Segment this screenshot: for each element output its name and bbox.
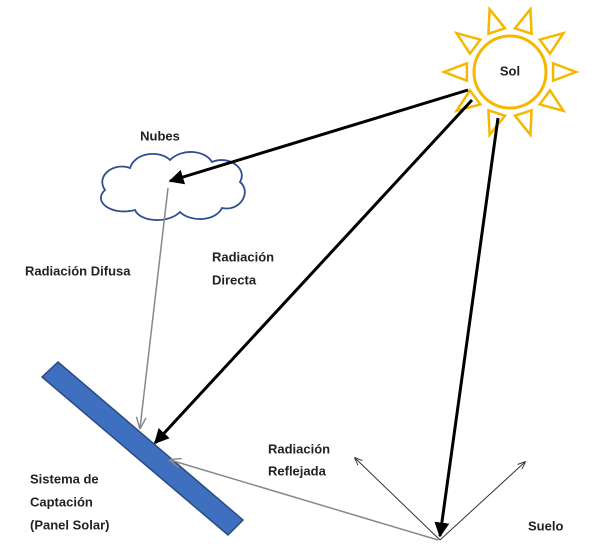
arrow-to-cloud: [170, 90, 468, 181]
sun-ray: [515, 9, 532, 34]
sun-ray: [444, 63, 467, 80]
sun-ray: [488, 9, 505, 34]
direct-label: Radiación: [212, 249, 274, 264]
diagram: Sol Nubes Radiación Difusa Radiación Dir…: [0, 0, 599, 544]
clouds-label: Nubes: [140, 128, 180, 143]
sun-ray: [553, 63, 576, 80]
sun-ray: [540, 90, 564, 111]
arrow-direct: [155, 100, 472, 443]
reflected-label: Radiación: [268, 441, 330, 456]
sun-label: Sol: [500, 63, 520, 78]
ground-label: Suelo: [528, 518, 563, 533]
arrow-diffuse: [140, 188, 168, 428]
reflection-ray: [440, 462, 525, 540]
arrow-ground: [440, 118, 498, 536]
diffuse-label: Radiación Difusa: [25, 263, 131, 278]
system-label: (Panel Solar): [30, 517, 109, 532]
sun-ray: [540, 33, 564, 54]
sun-ray: [515, 110, 532, 135]
system-label: Sistema de: [30, 471, 99, 486]
cloud: [101, 152, 245, 220]
system-label: Captación: [30, 494, 93, 509]
sun-ray: [457, 33, 481, 54]
reflected-label: Reflejada: [268, 463, 327, 478]
direct-label: Directa: [212, 272, 257, 287]
